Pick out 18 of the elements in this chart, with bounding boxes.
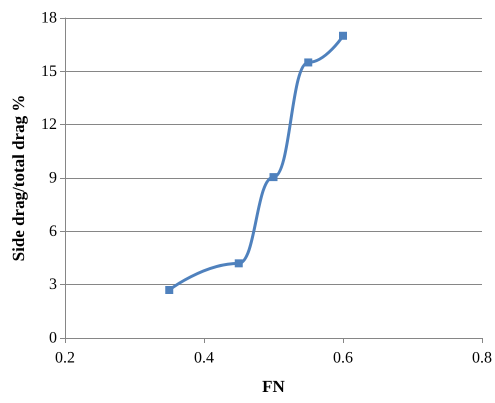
y-tick-label: 15 [41,62,57,80]
point [270,173,278,182]
y-tick-label: 0 [49,330,57,346]
y-tick-label: 9 [49,170,57,186]
x-axis-title: FN [262,377,286,396]
point [165,286,174,294]
y-tick-label: 12 [41,116,57,134]
x-tick-label: 0.8 [472,350,492,366]
y-tick-label: 18 [41,10,57,26]
point [304,58,312,66]
y-tick-label: 6 [49,222,57,240]
y-tick-label: 3 [49,276,57,294]
x-tick-label: 0.6 [333,350,353,366]
point [339,32,347,40]
y-axis-title: Side drag/total drag % [9,94,28,262]
x-tick-label: 0.2 [55,350,75,366]
x-tick-label: 0.4 [194,350,214,366]
point [234,259,243,268]
